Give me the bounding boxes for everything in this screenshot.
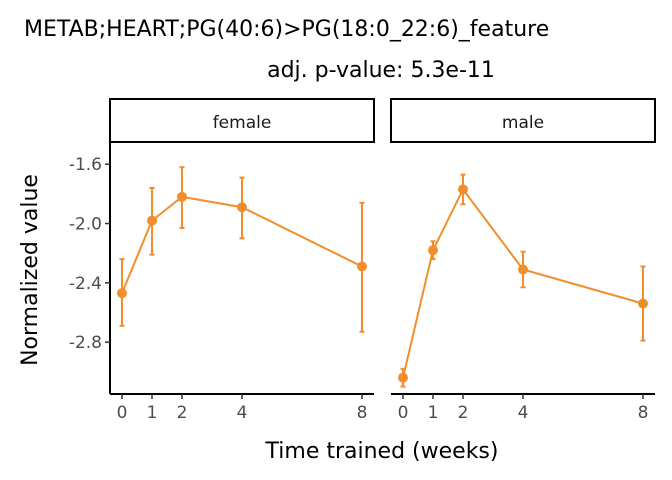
x-tick-label: 1 [147, 403, 158, 423]
data-point [638, 298, 648, 309]
data-point [458, 184, 468, 195]
y-tick-label: -1.6 [69, 155, 102, 175]
y-tick-label: -2.0 [69, 215, 102, 235]
data-point [117, 288, 127, 299]
x-tick-label: 4 [518, 403, 529, 423]
strip-label-male: male [502, 113, 544, 133]
data-point [357, 261, 367, 272]
facet-female: female [109, 98, 375, 333]
facet-male-marks [398, 173, 648, 388]
chart-title: METAB;HEART;PG(40:6)>PG(18:0_22:6)_featu… [24, 17, 549, 42]
data-point [237, 202, 247, 213]
x-tick-label: 0 [398, 403, 409, 423]
x-tick-label: 1 [428, 403, 439, 423]
data-point [428, 245, 438, 256]
x-tick-label: 8 [638, 403, 649, 423]
data-point [398, 372, 408, 383]
data-point [177, 191, 187, 202]
data-point [518, 264, 528, 275]
y-axis-title: Normalized value [18, 174, 43, 366]
x-tick-label: 2 [177, 403, 188, 423]
data-point [147, 215, 157, 226]
x-tick-label: 0 [117, 403, 128, 423]
facet-male: male [390, 98, 656, 388]
facet-female-marks [117, 166, 367, 333]
strip-male [390, 98, 656, 143]
strip-label-female: female [213, 113, 272, 133]
chart-subtitle: adj. p-value: 5.3e-11 [267, 58, 495, 83]
x-tick-label: 8 [357, 403, 368, 423]
strip-female [109, 98, 375, 143]
y-tick-label: -2.4 [69, 274, 102, 294]
y-tick-label: -2.8 [69, 333, 102, 353]
x-tick-label: 2 [458, 403, 469, 423]
x-axis-title: Time trained (weeks) [265, 439, 499, 464]
x-tick-label: 4 [237, 403, 248, 423]
y-axis: -1.6 -2.0 -2.4 -2.8 [69, 142, 111, 394]
